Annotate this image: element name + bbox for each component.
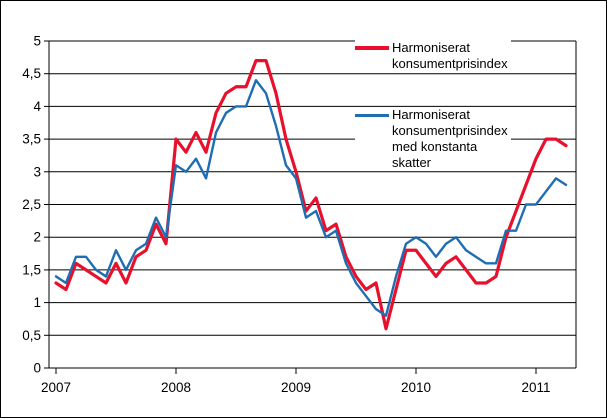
- legend-item-hicp: Harmoniserat konsumentprisindex: [355, 40, 511, 72]
- y-axis-tick-label: 0: [33, 361, 41, 376]
- x-axis-tick-label: 2008: [161, 380, 191, 395]
- y-axis-tick-label: 2: [33, 230, 41, 245]
- series-line-hicp: [54, 59, 568, 331]
- x-axis-tick-label: 2011: [521, 380, 550, 395]
- legend-label-line: konsumentprisindex: [392, 56, 508, 71]
- y-axis-tick-label: 3: [33, 164, 41, 179]
- legend-label-line: konsumentprisindex: [392, 123, 508, 138]
- x-axis-tick-label: 2007: [41, 380, 71, 395]
- y-axis-tick-label: 0,5: [22, 328, 41, 343]
- y-axis-tick-label: 1: [33, 295, 41, 310]
- legend-label-line: skatter: [392, 155, 432, 170]
- y-axis-tick-label: 4,5: [22, 66, 41, 81]
- legend-line-sample-hicp-constant-taxes: [355, 114, 389, 117]
- legend-label-hicp: Harmoniserat konsumentprisindex: [392, 40, 508, 72]
- legend-label-hicp-constant-taxes: Harmoniserat konsumentprisindex med konsta…: [392, 107, 508, 171]
- x-axis-tick-label: 2010: [401, 380, 431, 395]
- y-axis-tick-label: 1,5: [22, 262, 41, 277]
- legend-label-line: med konstanta: [392, 139, 478, 154]
- legend-line-sample-hicp: [355, 46, 389, 50]
- y-axis-tick-label: 2,5: [22, 197, 41, 212]
- x-axis-tick-label: 2009: [281, 380, 311, 395]
- y-axis-tick-label: 3,5: [22, 132, 41, 147]
- legend-label-line: Harmoniserat: [392, 40, 471, 55]
- legend-label-line: Harmoniserat: [392, 107, 471, 122]
- y-axis-tick-label: 5: [33, 34, 41, 49]
- series-line-hicp-constant-taxes: [54, 79, 568, 317]
- y-axis-tick-label: 4: [33, 99, 41, 114]
- legend-item-hicp-constant-taxes: Harmoniserat konsumentprisindex med konsta…: [355, 107, 511, 171]
